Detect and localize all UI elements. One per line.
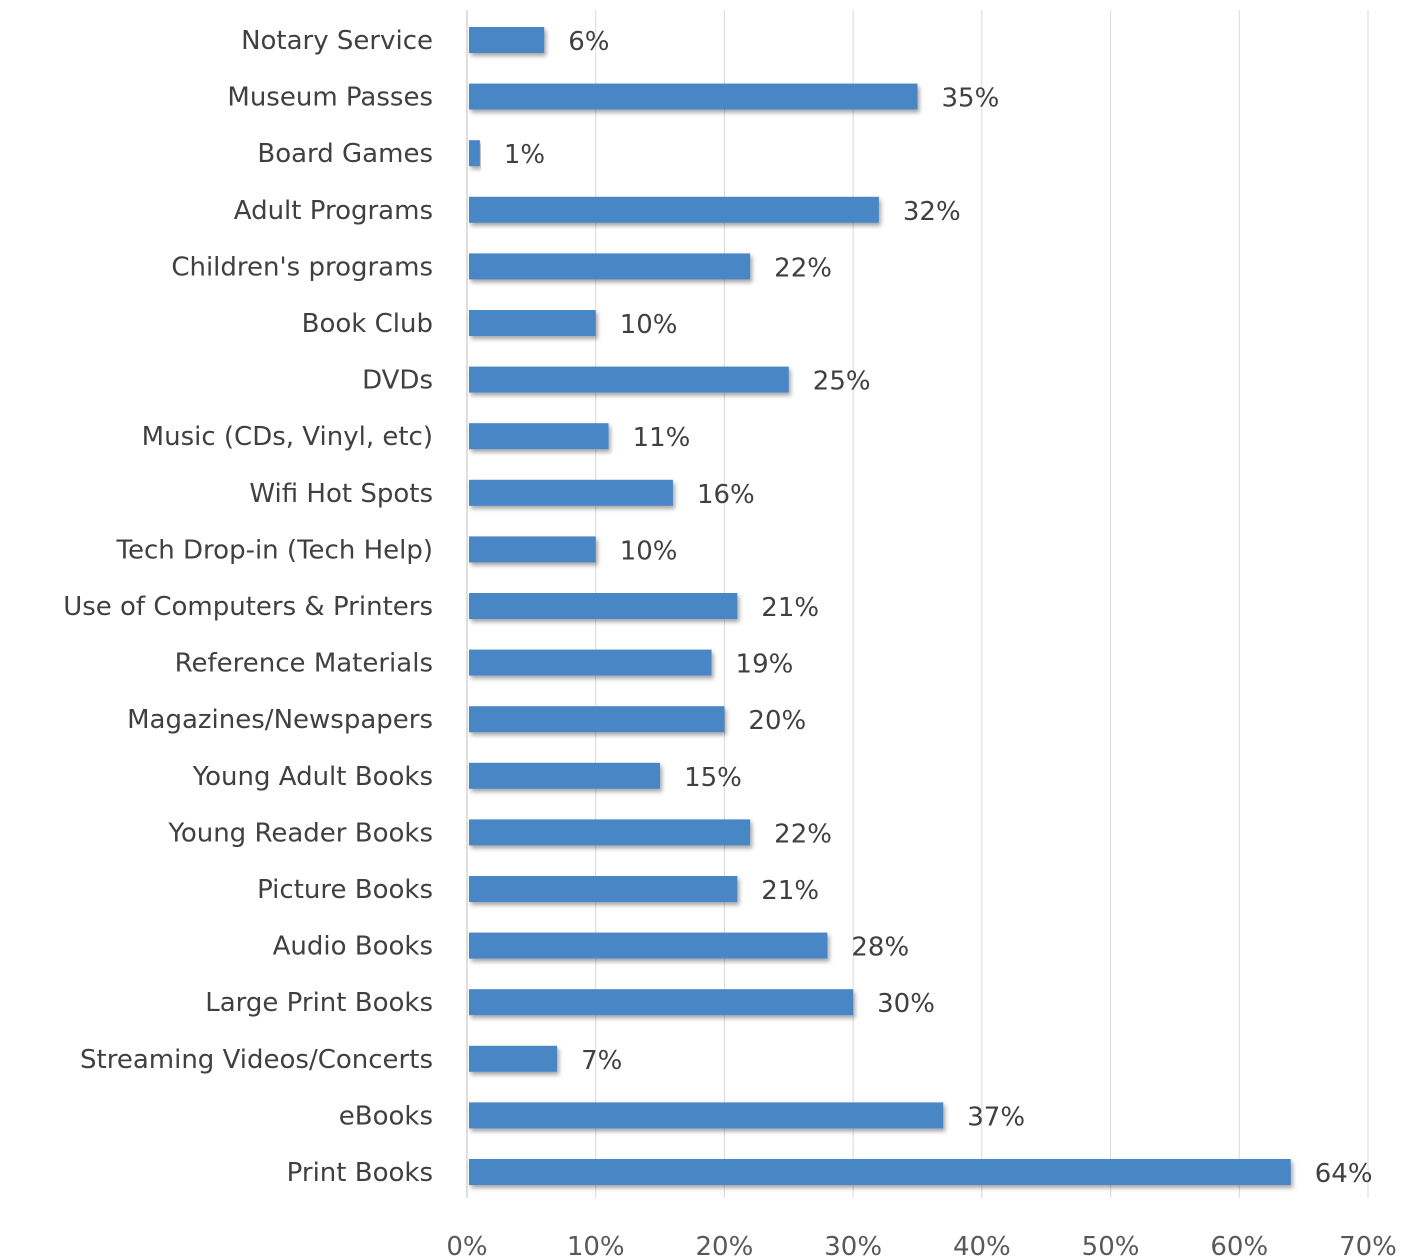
bar [469, 762, 661, 789]
category-label: Magazines/Newspapers [127, 705, 433, 735]
data-label: 10% [620, 310, 678, 340]
data-label: 30% [877, 989, 935, 1019]
category-label: Museum Passes [227, 83, 433, 113]
category-label: Young Adult Books [192, 762, 433, 792]
category-label: Print Books [287, 1158, 433, 1188]
x-tick-label: 20% [696, 1232, 754, 1260]
data-label: 1% [504, 140, 545, 170]
bar [469, 706, 725, 733]
data-label: 21% [761, 593, 819, 623]
data-label: 25% [813, 367, 871, 397]
data-label: 7% [581, 1046, 622, 1076]
bar [469, 310, 596, 336]
bar [469, 819, 751, 846]
category-label: Music (CDs, Vinyl, etc) [142, 422, 433, 452]
data-label: 37% [967, 1102, 1025, 1132]
x-tick-label: 0% [446, 1232, 487, 1260]
bar [469, 140, 480, 167]
bar [469, 989, 854, 1016]
data-label: 19% [736, 650, 794, 680]
x-tick-label: 40% [953, 1232, 1011, 1260]
data-label: 35% [942, 84, 1000, 114]
category-label: Board Games [257, 139, 433, 169]
bar [469, 1159, 1291, 1185]
data-label: 32% [903, 197, 961, 227]
category-label: Use of Computers & Printers [63, 592, 433, 622]
category-label: DVDs [362, 366, 433, 396]
category-label: Large Print Books [205, 988, 433, 1018]
bar [469, 932, 828, 959]
bar [469, 593, 738, 619]
data-label: 64% [1315, 1159, 1373, 1189]
data-label: 15% [684, 763, 742, 793]
bar [469, 479, 673, 506]
bar [469, 1045, 558, 1072]
bar [469, 196, 879, 223]
x-axis-ticks: 0% 10% 20% 30% 40% 50% 60% 70% [446, 1232, 1397, 1260]
x-tick-label: 30% [824, 1232, 882, 1260]
bar [469, 423, 609, 450]
data-label: 28% [851, 933, 909, 963]
category-label: Audio Books [273, 932, 433, 962]
category-labels: Notary Service Museum Passes Board Games Ad… [63, 26, 433, 1188]
bar [469, 649, 712, 676]
data-label: 22% [774, 819, 832, 849]
category-label: eBooks [339, 1101, 433, 1131]
x-tick-label: 60% [1210, 1232, 1268, 1260]
bars [469, 27, 1291, 1185]
data-label: 20% [748, 706, 806, 736]
category-label: Picture Books [257, 875, 433, 905]
bar [469, 83, 918, 110]
data-label: 16% [697, 480, 755, 510]
category-label: Wifi Hot Spots [249, 479, 433, 509]
bar [469, 536, 596, 563]
data-label: 10% [620, 536, 678, 566]
category-label: Streaming Videos/Concerts [80, 1045, 433, 1075]
data-label: 11% [633, 423, 691, 453]
category-label: Notary Service [241, 26, 433, 56]
category-label: Book Club [302, 309, 433, 339]
x-tick-label: 50% [1082, 1232, 1140, 1260]
category-label: Children's programs [171, 252, 433, 282]
category-label: Tech Drop-in (Tech Help) [116, 535, 433, 565]
bar [469, 253, 751, 280]
value-labels: 6% 35% 1% 32% 22% 10% 25% 11%16% 10% 21% 19% 20%15%… [504, 27, 1373, 1189]
bar [469, 366, 789, 393]
data-label: 21% [761, 876, 819, 906]
bar [469, 27, 545, 53]
bar [469, 1102, 944, 1129]
category-label: Young Reader Books [167, 818, 433, 848]
category-label: Adult Programs [234, 196, 433, 226]
x-tick-label: 70% [1339, 1232, 1397, 1260]
data-label: 22% [774, 253, 832, 283]
data-label: 6% [568, 27, 609, 57]
category-label: Reference Materials [175, 649, 433, 679]
bar [469, 876, 738, 902]
x-tick-label: 10% [567, 1232, 625, 1260]
